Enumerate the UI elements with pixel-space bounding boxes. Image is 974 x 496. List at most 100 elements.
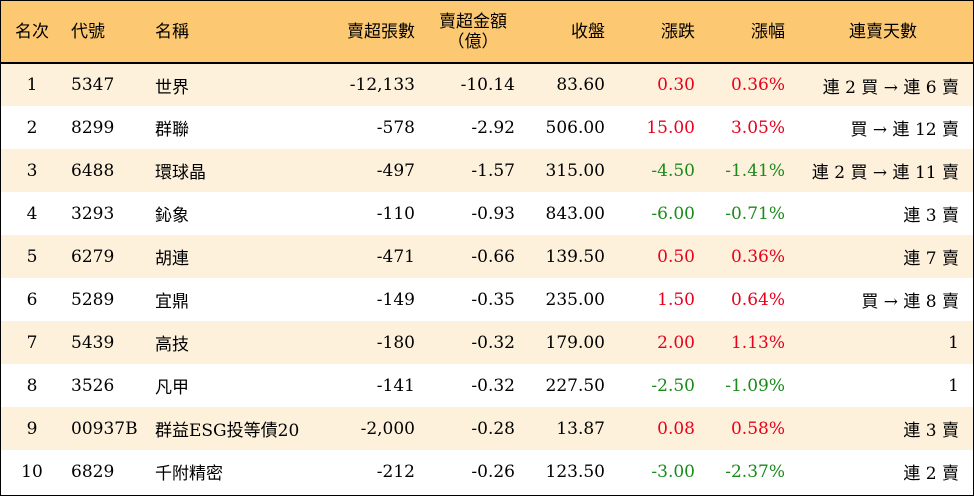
- cell-close: 235.00: [545, 289, 605, 310]
- table-row: 4 3293 鈊象 -110 -0.93 843.00 -6.00 -0.71%…: [1, 192, 973, 235]
- cell-lots: -180: [376, 332, 415, 353]
- cell-rank: 7: [26, 332, 38, 353]
- cell-amount: -1.57: [471, 160, 515, 181]
- cell-change: 2.00: [657, 332, 695, 353]
- cell-amount: -10.14: [460, 75, 515, 95]
- cell-close: 123.50: [545, 461, 605, 482]
- cell-name: 千附精密: [155, 464, 223, 484]
- cell-close: 843.00: [545, 203, 605, 224]
- header-code: 代號: [71, 21, 105, 42]
- cell-rank: 3: [26, 160, 38, 181]
- cell-change-pct: 0.36%: [730, 246, 785, 267]
- cell-close: 139.50: [545, 246, 605, 267]
- cell-streak: 1: [948, 332, 959, 353]
- header-close: 收盤: [571, 21, 605, 42]
- cell-close: 315.00: [545, 160, 605, 181]
- cell-lots: -149: [376, 289, 415, 310]
- cell-close: 13.87: [556, 418, 605, 439]
- cell-lots: -471: [376, 246, 415, 267]
- cell-code: 5439: [71, 332, 115, 353]
- cell-rank: 6: [26, 289, 38, 310]
- cell-lots: -212: [376, 461, 415, 482]
- cell-rank: 4: [26, 203, 38, 224]
- header-net-sell-amount: 賣超金額 （億）: [423, 1, 523, 63]
- cell-streak: 買 → 連 8 賣: [861, 292, 959, 312]
- table-row: 10 6829 千附精密 -212 -0.26 123.50 -3.00 -2.…: [1, 450, 973, 493]
- cell-streak: 1: [948, 375, 959, 396]
- cell-change-pct: -1.41%: [725, 160, 785, 181]
- cell-change-pct: 0.58%: [730, 418, 785, 439]
- cell-lots: -497: [376, 160, 415, 181]
- cell-change-pct: -1.09%: [725, 375, 785, 396]
- cell-name: 宜鼎: [155, 292, 189, 312]
- cell-name: 群益ESG投等債20: [155, 421, 300, 441]
- cell-name: 胡連: [155, 249, 189, 269]
- cell-code: 6488: [71, 160, 115, 181]
- cell-streak: 連 3 賣: [903, 206, 959, 226]
- cell-rank: 9: [26, 418, 38, 439]
- cell-lots: -141: [376, 375, 415, 396]
- cell-change-pct: -2.37%: [725, 461, 785, 482]
- table-row: 7 5439 高技 -180 -0.32 179.00 2.00 1.13% 1: [1, 321, 973, 364]
- cell-amount: -0.93: [471, 203, 515, 224]
- cell-change-pct: 0.36%: [730, 75, 785, 95]
- header-net-sell-amount-line2: （億）: [447, 31, 499, 52]
- cell-code: 3526: [71, 375, 115, 396]
- cell-rank: 10: [21, 461, 43, 482]
- cell-amount: -0.66: [471, 246, 515, 267]
- cell-code: 6279: [71, 246, 115, 267]
- cell-close: 506.00: [545, 117, 605, 138]
- cell-code: 8299: [71, 117, 115, 138]
- table-row: 8 3526 凡甲 -141 -0.32 227.50 -2.50 -1.09%…: [1, 364, 973, 407]
- cell-lots: -12,133: [349, 75, 415, 95]
- cell-rank: 2: [26, 117, 38, 138]
- cell-change: 0.30: [657, 75, 695, 95]
- header-row: 名次 代號 名稱 賣超張數 賣超金額 （億） 收盤 漲跌 漲幅 連賣天數: [1, 1, 973, 63]
- cell-change: 1.50: [657, 289, 695, 310]
- header-streak: 連賣天數: [849, 21, 917, 42]
- cell-lots: -2,000: [360, 418, 415, 439]
- header-change: 漲跌: [661, 21, 695, 42]
- cell-amount: -0.26: [471, 461, 515, 482]
- cell-streak: 連 2 買 → 連 6 賣: [822, 77, 959, 98]
- cell-close: 227.50: [545, 375, 605, 396]
- table-row: 2 8299 群聯 -578 -2.92 506.00 15.00 3.05% …: [1, 106, 973, 149]
- cell-rank: 8: [26, 375, 38, 396]
- cell-streak: 連 2 買 → 連 11 賣: [811, 163, 959, 183]
- cell-code: 3293: [71, 203, 115, 224]
- cell-name: 高技: [155, 335, 189, 355]
- header-rank: 名次: [15, 21, 49, 42]
- cell-change: 0.08: [657, 418, 695, 439]
- table-row: 5 6279 胡連 -471 -0.66 139.50 0.50 0.36% 連…: [1, 235, 973, 278]
- cell-code: 00937B: [71, 418, 138, 439]
- table-row: 3 6488 環球晶 -497 -1.57 315.00 -4.50 -1.41…: [1, 149, 973, 192]
- cell-lots: -110: [376, 203, 415, 224]
- cell-code: 5347: [71, 75, 115, 95]
- header-change-pct: 漲幅: [751, 21, 785, 42]
- cell-close: 83.60: [556, 75, 605, 95]
- cell-rank: 5: [26, 246, 38, 267]
- cell-streak: 連 7 賣: [903, 249, 959, 269]
- cell-lots: -578: [376, 117, 415, 138]
- cell-amount: -0.35: [471, 289, 515, 310]
- cell-change: 0.50: [657, 246, 695, 267]
- cell-change: -6.00: [651, 203, 695, 224]
- cell-code: 5289: [71, 289, 115, 310]
- cell-change: 15.00: [646, 117, 695, 138]
- table-row: 1 5347 世界 -12,133 -10.14 83.60 0.30 0.36…: [1, 63, 973, 106]
- header-net-sell-lots: 賣超張數: [347, 21, 415, 42]
- cell-change-pct: 1.13%: [730, 332, 785, 353]
- cell-streak: 連 2 賣: [903, 464, 959, 484]
- cell-amount: -2.92: [471, 117, 515, 138]
- table-row: 6 5289 宜鼎 -149 -0.35 235.00 1.50 0.64% 買…: [1, 278, 973, 321]
- cell-streak: 連 3 賣: [903, 421, 959, 441]
- cell-code: 6829: [71, 461, 115, 482]
- cell-change: -3.00: [651, 461, 695, 482]
- header-name: 名稱: [155, 21, 189, 42]
- cell-change: -2.50: [651, 375, 695, 396]
- cell-name: 世界: [155, 77, 189, 98]
- cell-amount: -0.32: [471, 375, 515, 396]
- cell-amount: -0.28: [471, 418, 515, 439]
